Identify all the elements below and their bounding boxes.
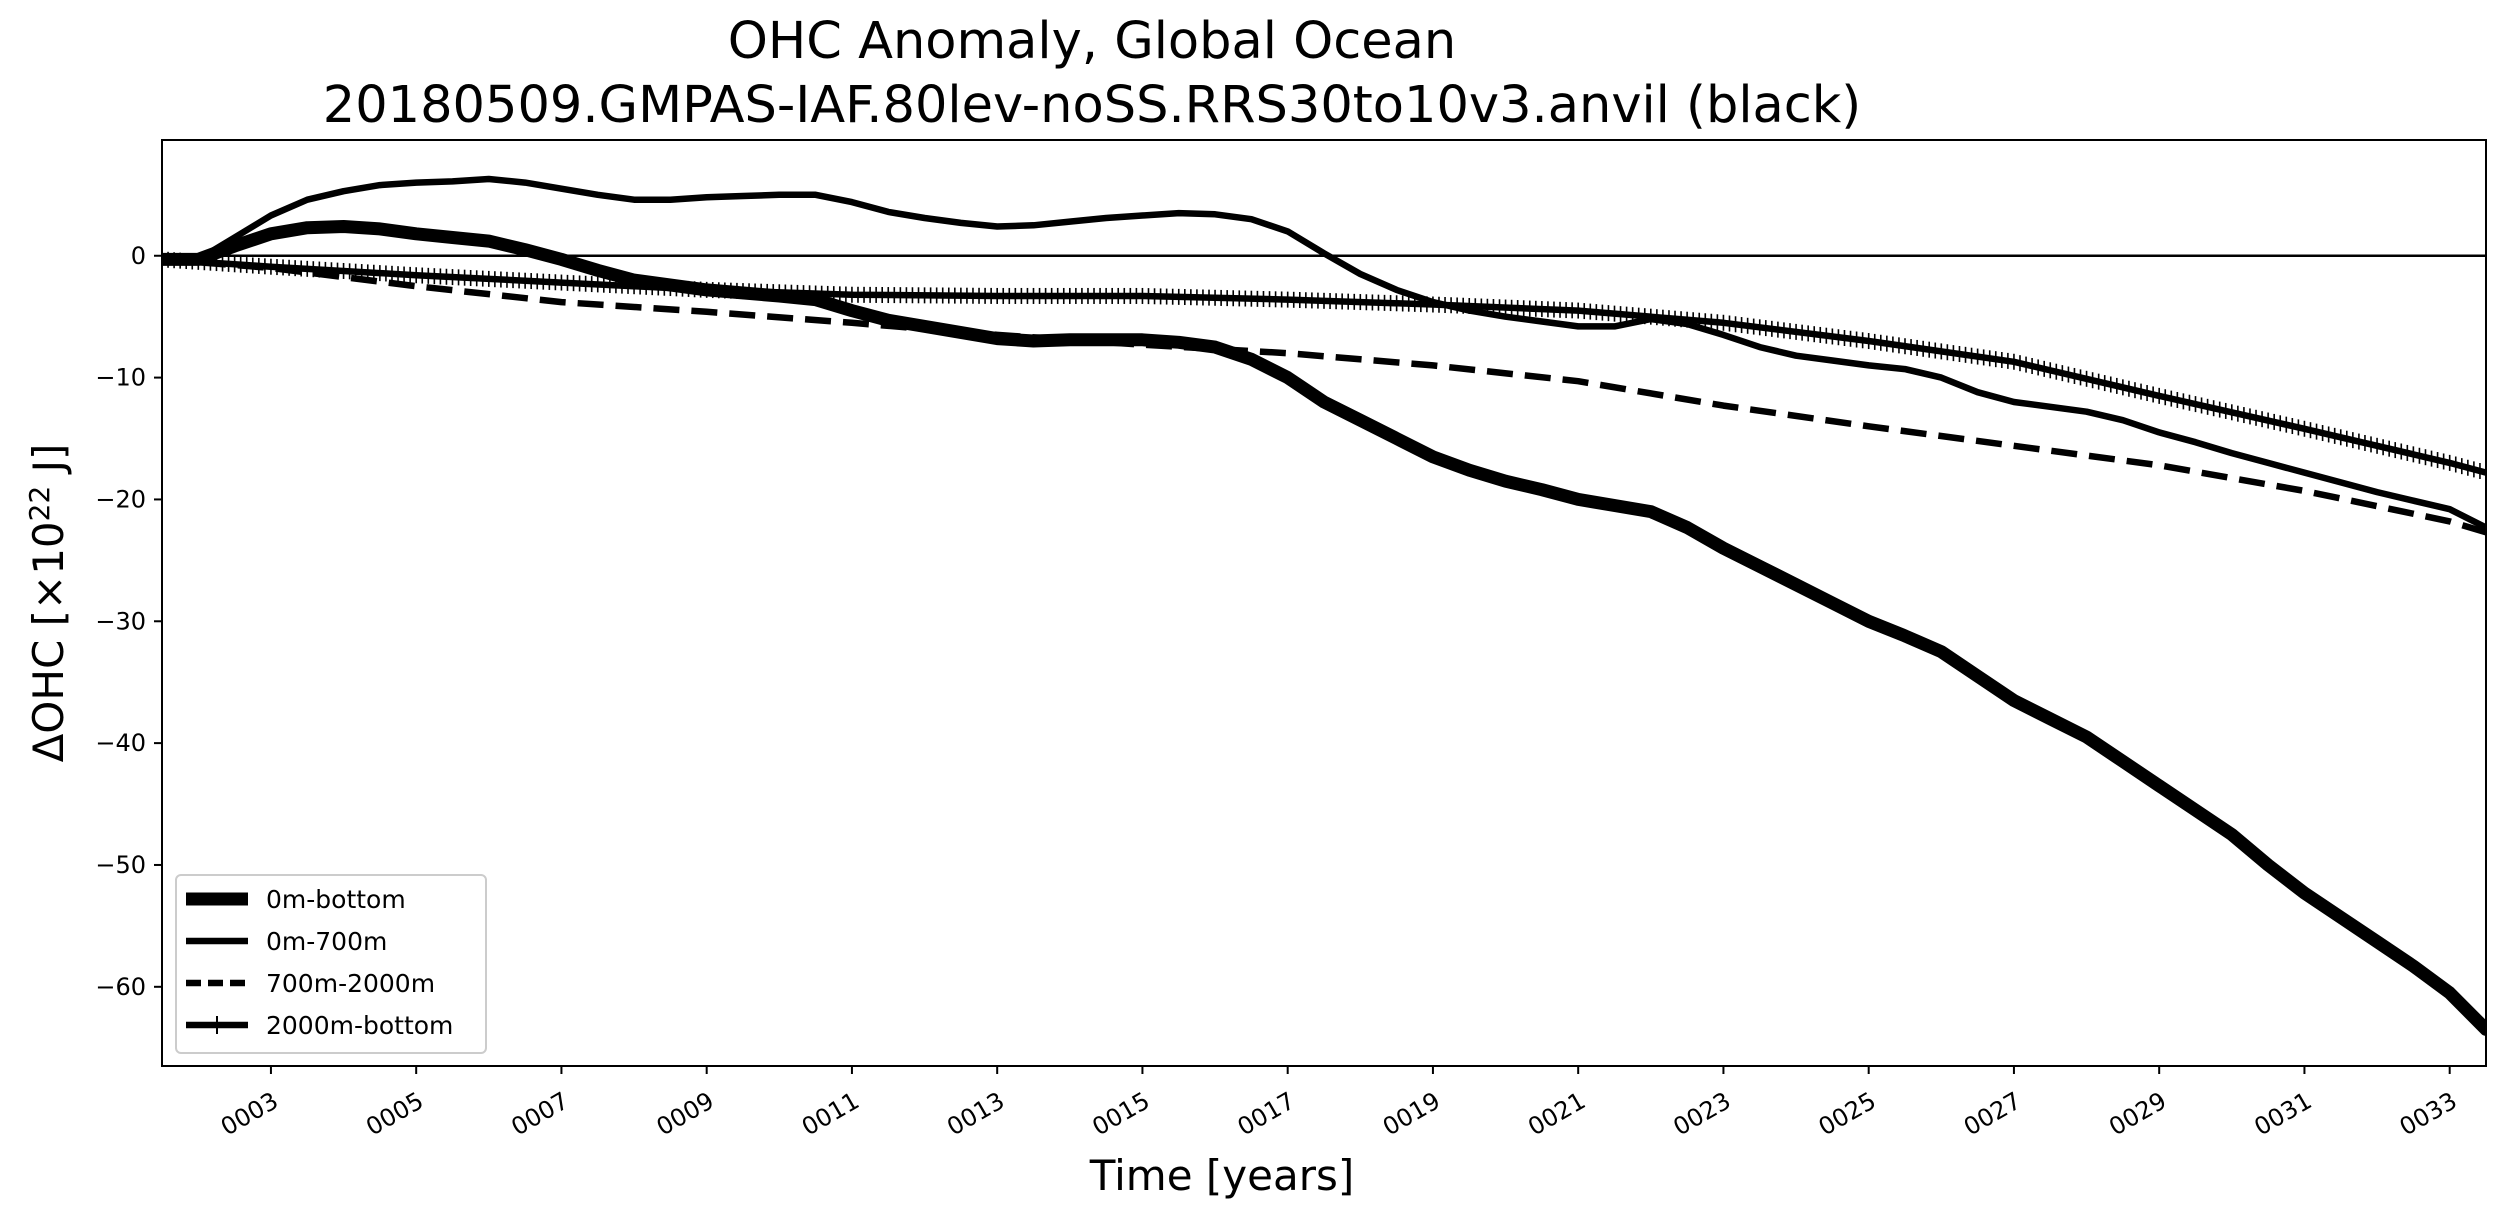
plot-frame xyxy=(161,139,2487,1067)
y-tick-label: −30 xyxy=(95,607,146,635)
y-tick-label: −60 xyxy=(95,973,146,1001)
chart-title-line-1: OHC Anomaly, Global Ocean xyxy=(728,12,1456,71)
legend: 0m-bottom 0m-700m 700m-2000m 2000m-bottom xyxy=(175,874,487,1054)
series-line-700m-2000m xyxy=(162,256,2486,536)
x-axis-label: Time [years] xyxy=(1089,1151,1355,1200)
y-axis-label: ΔOHC [×1022 J] xyxy=(23,444,73,763)
y-tick-label: −50 xyxy=(95,851,146,879)
series-line-0m-700m xyxy=(162,175,2486,531)
y-axis: 0 −10 −20 −30 −40 −50 −60 xyxy=(95,242,162,1001)
series-markers-2000m-bottom xyxy=(162,251,2486,481)
y-axis-label-main: ΔOHC [×10 xyxy=(24,521,73,762)
legend-label: 2000m-bottom xyxy=(266,1011,453,1040)
y-tick-label: −40 xyxy=(95,729,146,757)
y-axis-label-exponent: 22 xyxy=(23,486,56,522)
y-tick-label: −10 xyxy=(95,364,146,392)
y-tick-label: 0 xyxy=(131,242,146,270)
plot-area xyxy=(162,175,2486,1036)
series-line-0m-bottom xyxy=(162,220,2486,1036)
legend-label: 700m-2000m xyxy=(266,969,435,998)
y-axis-label-unit: J] xyxy=(24,444,73,486)
chart-title-line-2: 20180509.GMPAS-IAF.80lev-noSS.RRS30to10v… xyxy=(323,76,1861,135)
legend-label: 0m-bottom xyxy=(266,885,406,914)
plot-series-group xyxy=(162,175,2486,1036)
legend-box xyxy=(175,874,487,1054)
legend-label: 0m-700m xyxy=(266,927,387,956)
y-tick-label: −20 xyxy=(95,485,146,513)
